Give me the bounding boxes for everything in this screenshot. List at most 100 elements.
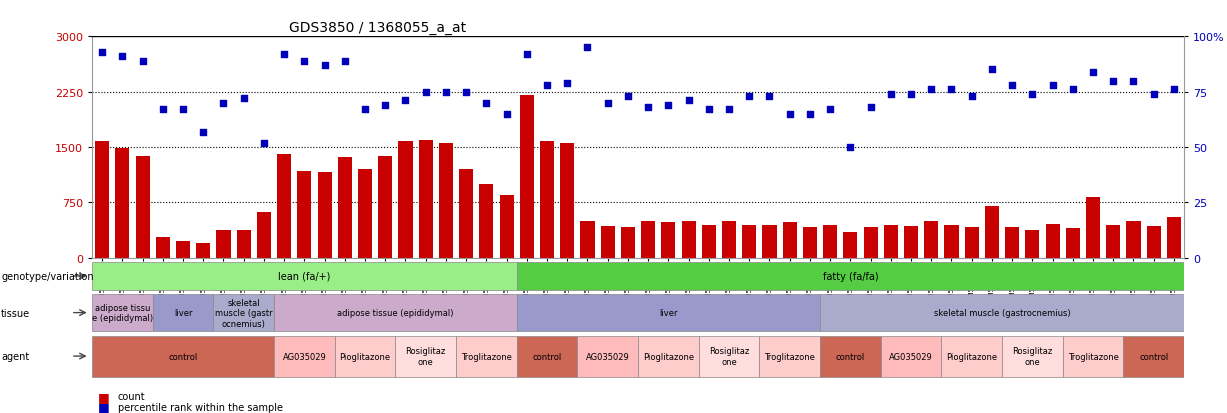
Bar bbox=[661, 223, 675, 258]
Point bbox=[113, 54, 133, 60]
Point bbox=[618, 93, 638, 100]
Bar bbox=[580, 221, 595, 258]
Text: AG035029: AG035029 bbox=[585, 352, 629, 361]
Point bbox=[375, 102, 395, 109]
Point bbox=[537, 83, 557, 89]
Point bbox=[679, 98, 698, 104]
Text: count: count bbox=[118, 392, 146, 401]
Bar bbox=[578, 336, 638, 377]
Point bbox=[1144, 91, 1163, 98]
Bar bbox=[1147, 226, 1161, 258]
Bar bbox=[1086, 198, 1101, 258]
Bar bbox=[881, 336, 941, 377]
Bar bbox=[1124, 336, 1184, 377]
Text: Pioglitazone: Pioglitazone bbox=[643, 352, 694, 361]
Bar bbox=[337, 158, 352, 258]
Bar bbox=[721, 221, 736, 258]
Text: Troglitazone: Troglitazone bbox=[461, 352, 512, 361]
Point bbox=[982, 67, 1001, 74]
Bar bbox=[1126, 221, 1141, 258]
Point bbox=[395, 98, 415, 104]
Text: Pioglitazone: Pioglitazone bbox=[946, 352, 998, 361]
Point bbox=[315, 63, 335, 69]
Point bbox=[153, 107, 173, 114]
Bar bbox=[213, 294, 274, 331]
Bar bbox=[520, 96, 534, 258]
Bar bbox=[297, 171, 312, 258]
Point bbox=[699, 107, 719, 114]
Bar bbox=[92, 336, 274, 377]
Text: fatty (fa/fa): fatty (fa/fa) bbox=[822, 271, 879, 281]
Bar bbox=[924, 221, 939, 258]
Bar bbox=[135, 157, 150, 258]
Point bbox=[800, 111, 820, 118]
Point bbox=[254, 140, 274, 147]
Text: agent: agent bbox=[1, 351, 29, 361]
Point bbox=[921, 87, 941, 93]
Point bbox=[173, 107, 193, 114]
Text: Rosiglitaz
one: Rosiglitaz one bbox=[709, 347, 750, 366]
Bar bbox=[175, 241, 190, 258]
Text: ■: ■ bbox=[98, 400, 110, 413]
Bar bbox=[439, 143, 453, 258]
Bar bbox=[1066, 229, 1080, 258]
Point bbox=[133, 58, 152, 65]
Bar bbox=[378, 157, 393, 258]
Bar bbox=[941, 336, 1002, 377]
Bar bbox=[517, 294, 820, 331]
Bar bbox=[277, 155, 291, 258]
Point bbox=[557, 80, 577, 87]
Point bbox=[294, 58, 314, 65]
Point bbox=[497, 111, 517, 118]
Point bbox=[881, 91, 901, 98]
Bar bbox=[762, 226, 777, 258]
Bar bbox=[601, 226, 615, 258]
Text: tissue: tissue bbox=[1, 308, 31, 318]
Point bbox=[1063, 87, 1082, 93]
Bar bbox=[1167, 218, 1182, 258]
Point bbox=[740, 93, 760, 100]
Point bbox=[962, 93, 982, 100]
Bar bbox=[864, 227, 877, 258]
Bar bbox=[92, 262, 517, 290]
Bar bbox=[358, 170, 372, 258]
Bar bbox=[820, 294, 1184, 331]
Bar bbox=[843, 233, 858, 258]
Bar bbox=[783, 223, 796, 258]
Point bbox=[517, 52, 536, 58]
Bar bbox=[823, 226, 837, 258]
Text: skeletal muscle (gastrocnemius): skeletal muscle (gastrocnemius) bbox=[934, 309, 1070, 317]
Bar bbox=[237, 230, 250, 258]
Bar bbox=[1107, 226, 1120, 258]
Bar bbox=[94, 142, 109, 258]
Text: control: control bbox=[1139, 352, 1168, 361]
Point bbox=[194, 129, 213, 135]
Point bbox=[92, 49, 112, 56]
Bar bbox=[904, 226, 918, 258]
Bar bbox=[945, 226, 958, 258]
Bar bbox=[760, 336, 820, 377]
Bar bbox=[92, 294, 152, 331]
Bar bbox=[499, 195, 514, 258]
Bar bbox=[156, 237, 169, 258]
Text: AG035029: AG035029 bbox=[890, 352, 933, 361]
Text: adipose tissu
e (epididymal): adipose tissu e (epididymal) bbox=[92, 303, 153, 323]
Text: Troglitazone: Troglitazone bbox=[764, 352, 815, 361]
Point bbox=[476, 100, 496, 107]
Bar bbox=[1002, 336, 1063, 377]
Point bbox=[598, 100, 617, 107]
Point bbox=[1022, 91, 1042, 98]
Bar bbox=[702, 226, 715, 258]
Bar bbox=[681, 221, 696, 258]
Bar bbox=[152, 294, 213, 331]
Point bbox=[840, 145, 860, 151]
Text: lean (fa/+): lean (fa/+) bbox=[279, 271, 330, 281]
Bar bbox=[115, 148, 129, 258]
Text: GDS3850 / 1368055_a_at: GDS3850 / 1368055_a_at bbox=[288, 21, 466, 35]
Bar bbox=[318, 173, 331, 258]
Point bbox=[1043, 83, 1063, 89]
Point bbox=[1002, 83, 1022, 89]
Text: control: control bbox=[533, 352, 562, 361]
Point bbox=[1103, 78, 1123, 85]
Bar bbox=[335, 336, 395, 377]
